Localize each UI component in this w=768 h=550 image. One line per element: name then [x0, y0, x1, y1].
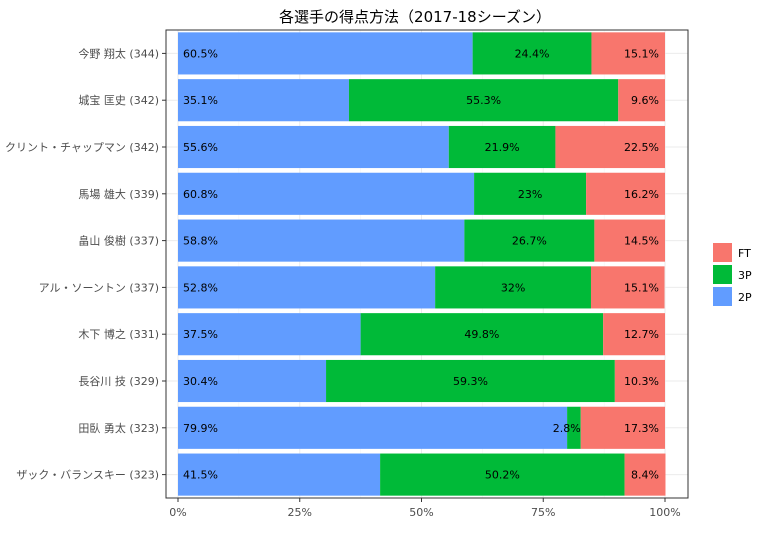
data-label-3p: 21.9% — [485, 141, 520, 154]
data-label-ft: 8.4% — [631, 469, 659, 482]
data-label-ft: 14.5% — [624, 235, 659, 248]
bar-ft-3 — [586, 172, 665, 215]
bar-ft-1 — [618, 79, 665, 122]
bar-2p-3 — [178, 172, 475, 215]
bar-3p-6 — [360, 313, 604, 356]
legend-swatch-ft — [713, 243, 732, 262]
data-label-3p: 55.3% — [466, 94, 501, 107]
y-tick-label: 木下 博之 (331) — [78, 327, 159, 341]
y-tick-label: 長谷川 技 (329) — [78, 375, 159, 388]
data-label-3p: 2.8% — [553, 422, 581, 435]
data-label-3p: 26.7% — [512, 235, 547, 248]
data-label-ft: 17.3% — [624, 422, 659, 435]
legend-label-3p: 3P — [738, 269, 752, 282]
data-label-ft: 10.3% — [624, 375, 659, 388]
data-label-3p: 32% — [501, 281, 525, 294]
data-label-2p: 52.8% — [183, 281, 218, 294]
data-label-ft: 15.1% — [624, 281, 659, 294]
y-tick-label: 馬場 雄大 (339) — [78, 187, 159, 201]
bar-ft-0 — [591, 32, 665, 75]
data-label-3p: 23% — [518, 188, 542, 201]
data-label-3p: 59.3% — [453, 375, 488, 388]
data-label-ft: 9.6% — [631, 94, 659, 107]
bar-ft-9 — [624, 453, 666, 496]
bar-2p-5 — [178, 266, 436, 309]
data-label-ft: 16.2% — [624, 188, 659, 201]
data-label-3p: 49.8% — [464, 328, 499, 341]
y-tick-label: 田臥 勇太 (323) — [78, 422, 159, 435]
bar-2p-7 — [178, 359, 327, 403]
legend-label-ft: FT — [738, 247, 751, 260]
bar-3p-4 — [464, 219, 595, 262]
bar-2p-4 — [178, 219, 465, 262]
data-label-2p: 35.1% — [183, 94, 218, 107]
bar-2p-2 — [178, 125, 449, 169]
data-label-2p: 55.6% — [183, 141, 218, 154]
data-label-3p: 50.2% — [485, 469, 520, 482]
y-axis: 今野 翔太 (344) 城宝 匡史 (342) クリント・チャップマン (342) 馬… — [5, 46, 166, 482]
x-axis: 0% 25% 50% 75% 100% — [169, 498, 681, 519]
bar-2p-1 — [178, 79, 349, 122]
x-tick-label: 25% — [288, 506, 312, 519]
y-tick-label: アル・ソーントン (337) — [39, 281, 159, 294]
bar-3p-2 — [448, 125, 556, 169]
data-label-ft: 15.1% — [624, 47, 659, 60]
y-tick-label: 城宝 匡史 (342) — [78, 93, 159, 107]
legend-swatch-3p — [713, 265, 732, 284]
x-tick-label: 75% — [531, 506, 555, 519]
bar-2p-9 — [178, 453, 381, 496]
data-label-2p: 60.8% — [183, 188, 218, 201]
y-tick-label: クリント・チャップマン (342) — [5, 141, 159, 154]
plot-panel: 60.5% 24.4% 15.1% 35.1% 55.3% 9.6% 55.6% 21.9% 2… — [165, 29, 689, 499]
data-label-2p: 60.5% — [183, 47, 218, 60]
x-tick-label: 50% — [409, 506, 433, 519]
bar-ft-6 — [603, 313, 665, 356]
y-tick-label: 畠山 俊樹 (337) — [78, 234, 159, 248]
bar-ft-7 — [614, 359, 665, 403]
bar-2p-6 — [178, 313, 361, 356]
legend-swatch-2p — [713, 287, 732, 306]
y-tick-label: 今野 翔太 (344) — [78, 46, 159, 60]
bar-ft-8 — [580, 406, 665, 449]
x-tick-label: 100% — [649, 506, 680, 519]
bar-ft-5 — [590, 266, 665, 309]
bar-3p-5 — [435, 266, 591, 309]
data-label-2p: 41.5% — [183, 469, 218, 482]
data-label-2p: 79.9% — [183, 422, 218, 435]
bar-3p-7 — [326, 359, 615, 403]
legend-label-2p: 2P — [738, 291, 752, 304]
data-label-2p: 37.5% — [183, 328, 218, 341]
bar-3p-8 — [567, 406, 581, 449]
plot-border — [165, 29, 689, 499]
data-label-2p: 58.8% — [183, 235, 218, 248]
x-tick-label: 0% — [169, 506, 186, 519]
bar-ft-2 — [555, 125, 665, 169]
data-label-ft: 22.5% — [624, 141, 659, 154]
data-label-3p: 24.4% — [515, 47, 550, 60]
data-label-2p: 30.4% — [183, 375, 218, 388]
bar-3p-9 — [380, 453, 625, 496]
chart-title: 各選手の得点方法（2017-18シーズン） — [279, 8, 551, 26]
bar-2p-0 — [178, 32, 473, 75]
legend: FT 3P 2P — [713, 243, 752, 306]
bar-3p-0 — [472, 32, 592, 75]
bar-ft-4 — [594, 219, 665, 262]
bar-2p-8 — [178, 406, 568, 449]
bar-3p-1 — [348, 79, 619, 122]
data-label-ft: 12.7% — [624, 328, 659, 341]
y-tick-label: ザック・バランスキー (323) — [16, 469, 159, 482]
bar-3p-3 — [474, 172, 587, 215]
